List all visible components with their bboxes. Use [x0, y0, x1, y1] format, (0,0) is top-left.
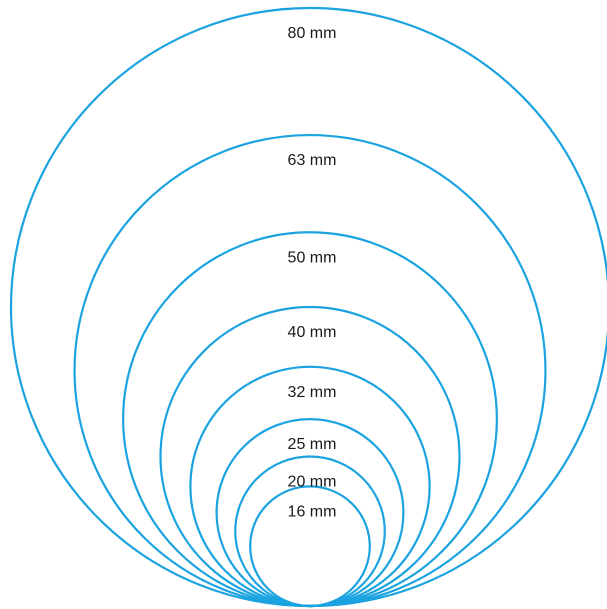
- ring-63mm: [73, 133, 547, 608]
- ring-label-25mm: 25 mm: [288, 436, 337, 453]
- rings-group: [9, 6, 607, 608]
- ring-label-20mm: 20 mm: [288, 474, 337, 491]
- ring-16mm: [249, 485, 371, 608]
- ring-label-80mm: 80 mm: [288, 25, 337, 42]
- labels-group: 80 mm 63 mm 50 mm 40 mm 32 mm 25 mm 20 mm 16 mm: [288, 25, 337, 520]
- ring-label-63mm: 63 mm: [288, 152, 337, 169]
- ring-label-16mm: 16 mm: [288, 503, 337, 520]
- ring-label-40mm: 40 mm: [288, 324, 337, 341]
- ring-label-50mm: 50 mm: [288, 249, 337, 266]
- ring-label-32mm: 32 mm: [288, 384, 337, 401]
